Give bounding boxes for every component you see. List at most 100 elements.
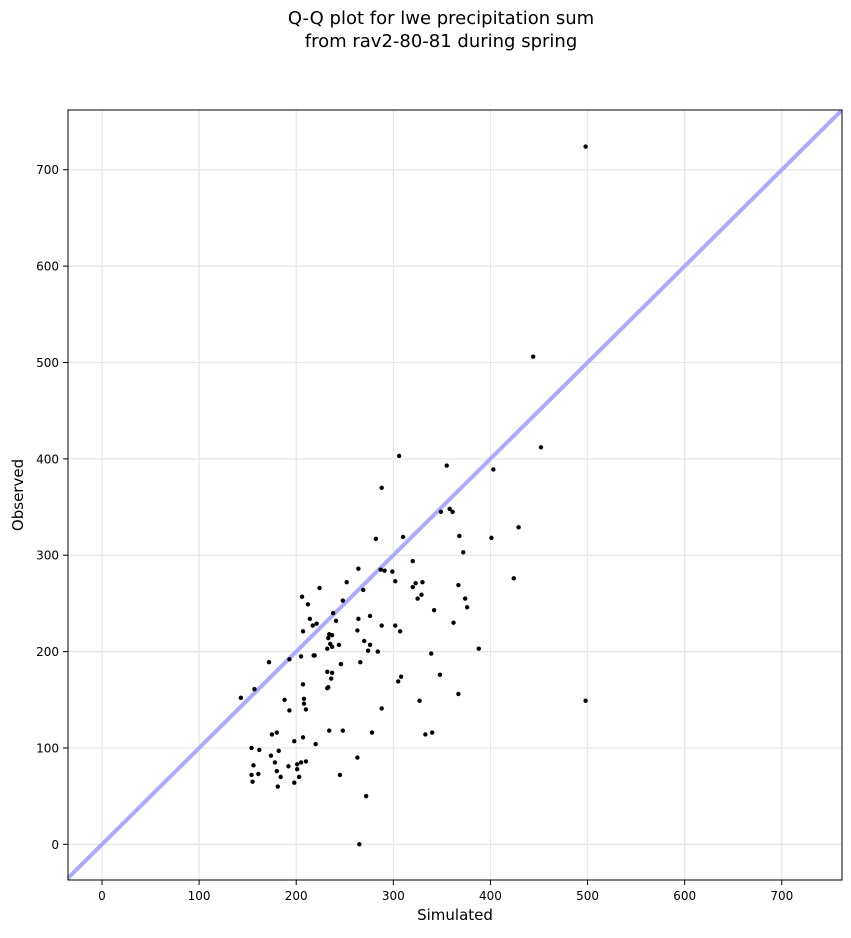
data-point: [417, 698, 422, 703]
data-point: [329, 633, 335, 638]
points-layer: [238, 144, 588, 847]
data-point: [275, 784, 280, 789]
data-point: [583, 144, 588, 149]
reference-line-y-equals-x: [68, 110, 842, 880]
data-point: [410, 558, 415, 564]
data-point: [398, 674, 404, 679]
data-point: [367, 613, 373, 619]
x-tick-label: 100: [188, 889, 211, 903]
data-point: [356, 616, 361, 622]
data-point: [298, 654, 304, 659]
y-axis-label: Observed: [9, 459, 27, 531]
data-point: [328, 676, 334, 681]
data-point: [325, 646, 330, 651]
data-point: [303, 759, 309, 764]
data-point: [252, 686, 257, 692]
y-tick-label: 0: [51, 838, 59, 852]
chart-title-line1: Q-Q plot for lwe precipitation sum: [288, 8, 594, 29]
data-point: [298, 760, 304, 765]
data-point: [489, 535, 494, 541]
plot-frame: [67, 109, 843, 881]
data-point: [462, 596, 468, 601]
data-point: [249, 772, 254, 778]
data-point: [274, 768, 279, 774]
data-point: [326, 685, 331, 690]
data-point: [337, 772, 343, 778]
data-point: [355, 628, 360, 633]
data-point: [429, 651, 434, 656]
data-point: [310, 623, 315, 628]
data-point: [491, 467, 496, 472]
data-point: [326, 635, 331, 641]
data-point: [382, 568, 387, 573]
data-point: [438, 509, 444, 515]
data-point: [325, 669, 330, 675]
data-point: [461, 550, 466, 555]
data-point: [272, 760, 278, 765]
data-point: [238, 695, 244, 701]
data-point: [395, 679, 401, 684]
reference-line-layer: [68, 110, 842, 880]
x-tick-label: 500: [576, 889, 599, 903]
data-point: [294, 762, 300, 767]
y-tick-label: 500: [36, 356, 59, 370]
y-tick-label: 200: [36, 645, 59, 659]
y-tick-label: 300: [36, 549, 59, 563]
data-point: [278, 774, 283, 780]
data-point: [250, 779, 255, 784]
data-point: [314, 621, 319, 626]
data-point: [251, 763, 256, 768]
data-point: [447, 506, 452, 512]
data-point: [378, 567, 383, 572]
data-point: [363, 793, 369, 799]
data-point: [456, 691, 461, 697]
data-point: [287, 657, 292, 662]
data-point: [393, 579, 398, 584]
y-tick-label: 600: [36, 260, 59, 274]
data-point: [266, 660, 272, 665]
data-point: [296, 774, 302, 780]
y-tick-label: 100: [36, 741, 59, 755]
data-point: [361, 587, 366, 593]
data-point: [292, 780, 297, 785]
data-point: [516, 525, 521, 530]
data-point: [365, 648, 371, 653]
data-point: [464, 605, 470, 610]
data-point: [300, 682, 306, 687]
data-point: [328, 641, 333, 647]
x-tick-label: 0: [98, 889, 106, 903]
x-tick-label: 700: [770, 889, 793, 903]
data-point: [375, 649, 380, 654]
data-point: [257, 747, 262, 753]
data-point: [329, 670, 335, 676]
data-point: [301, 701, 307, 706]
data-point: [358, 660, 363, 665]
data-point: [396, 453, 402, 459]
data-point: [357, 842, 362, 847]
x-tick-label: 600: [673, 889, 696, 903]
data-point: [282, 697, 287, 702]
data-point: [456, 582, 461, 588]
data-point: [530, 354, 536, 359]
data-point: [340, 598, 346, 603]
data-point: [415, 596, 420, 601]
data-point: [333, 618, 339, 623]
x-tick-label: 200: [285, 889, 308, 903]
data-point: [450, 509, 455, 515]
data-point: [413, 580, 418, 586]
data-point: [287, 708, 292, 713]
data-point: [420, 580, 425, 585]
data-point: [307, 616, 313, 622]
data-point: [317, 585, 322, 591]
data-point: [429, 730, 435, 735]
data-point: [379, 706, 384, 711]
data-point: [419, 592, 424, 597]
grid: [68, 110, 842, 880]
x-tick-label: 400: [479, 889, 502, 903]
data-point: [356, 566, 361, 571]
x-tick-label: 300: [382, 889, 405, 903]
data-point: [444, 463, 449, 468]
data-point: [410, 584, 415, 590]
data-point: [286, 764, 291, 769]
data-point: [249, 745, 254, 751]
